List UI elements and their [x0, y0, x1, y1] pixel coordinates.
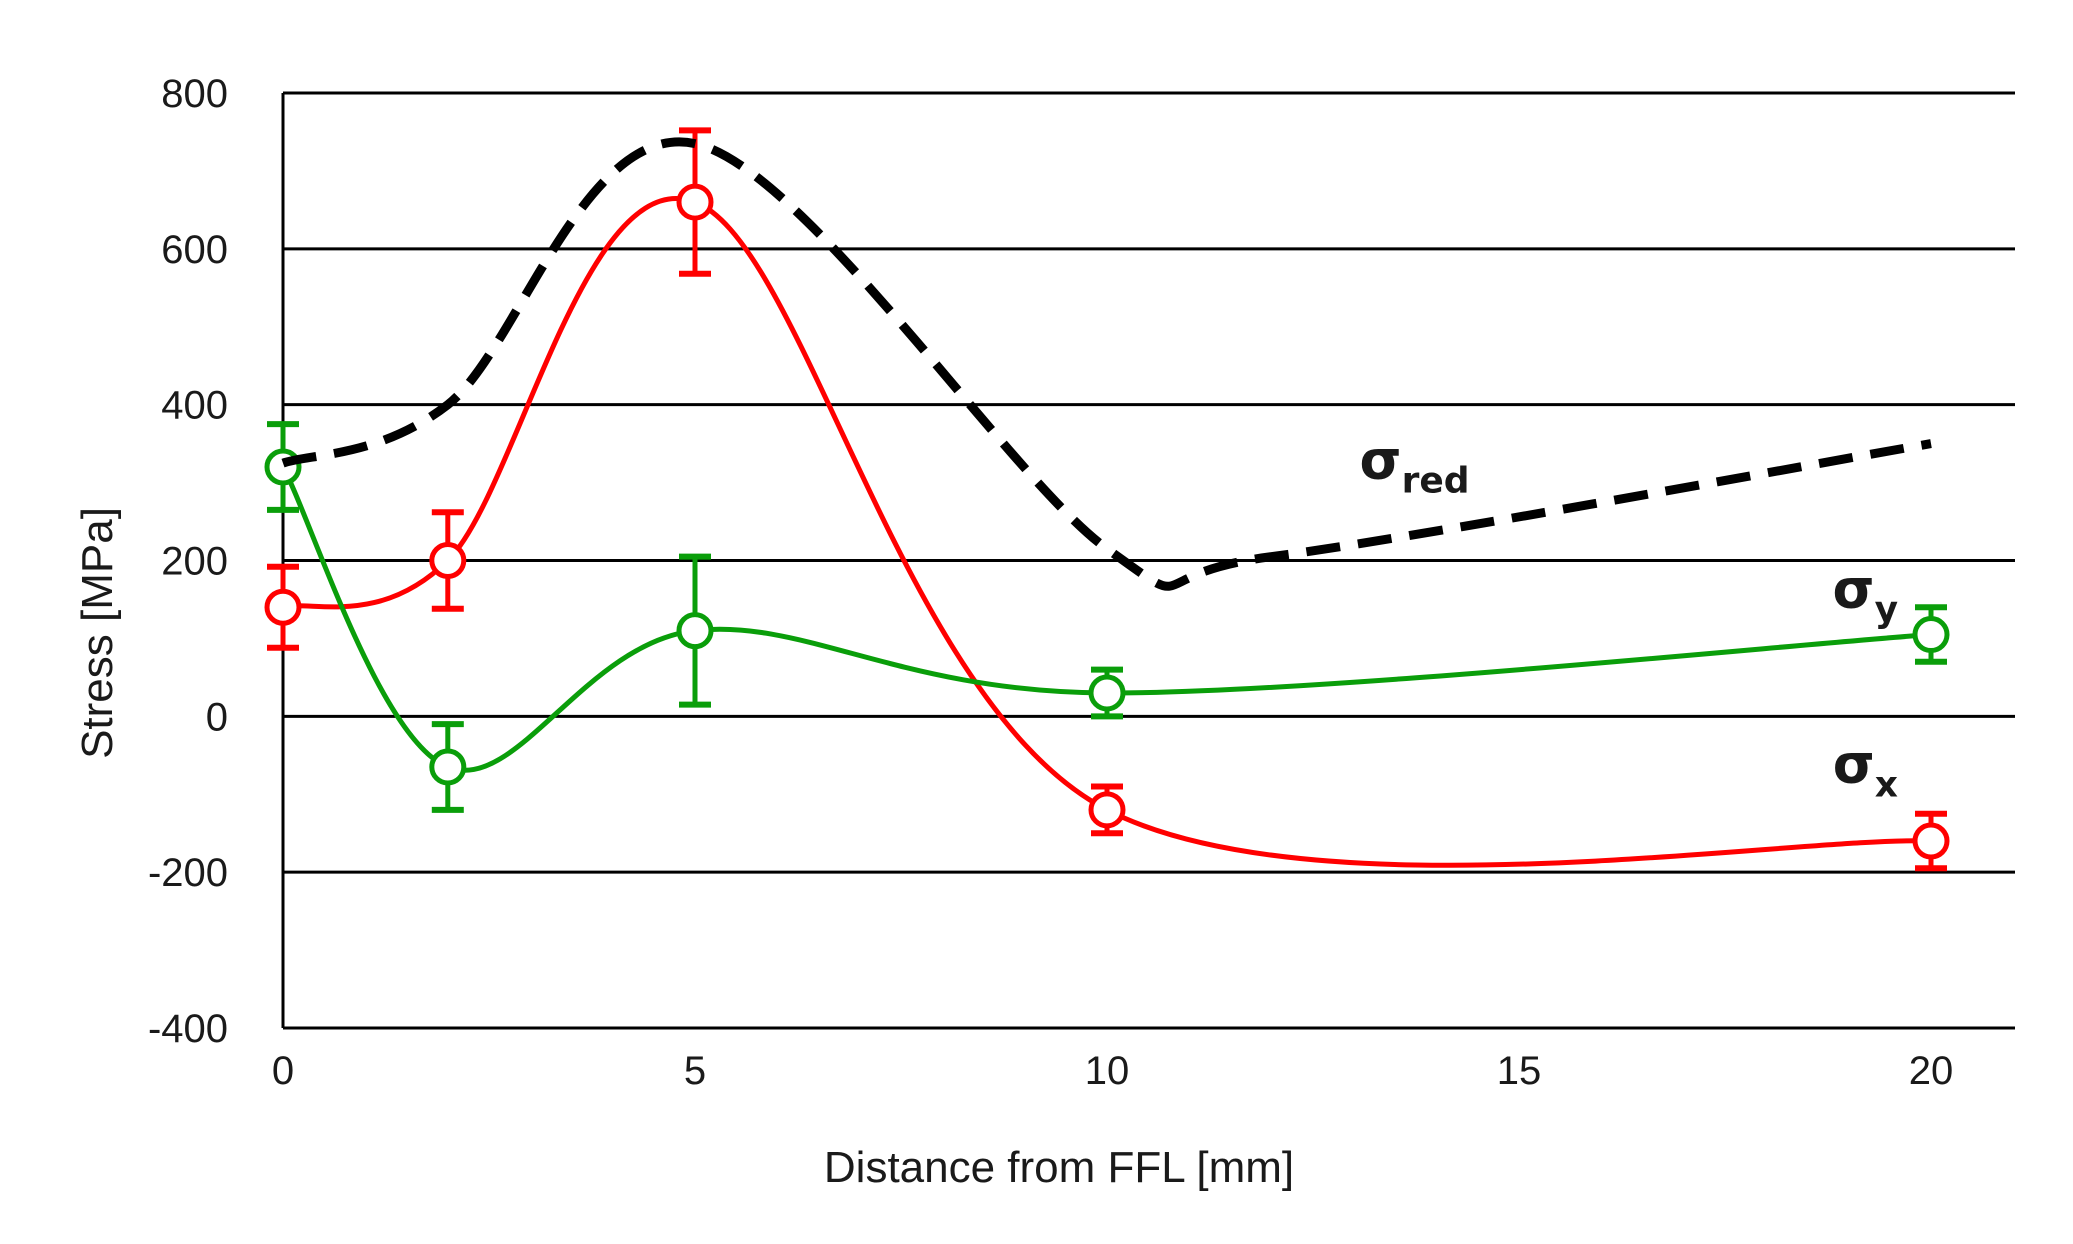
y-tick-label: 0 — [206, 695, 228, 739]
y-tick-label: 600 — [161, 228, 228, 272]
data-point — [429, 542, 467, 579]
data-point — [1912, 822, 1950, 860]
y-tick-label: 200 — [161, 540, 228, 584]
x-tick-label: 5 — [684, 1049, 706, 1093]
data-point — [429, 748, 467, 786]
y-tick-label: 800 — [161, 72, 228, 116]
y-tick-label: 400 — [161, 384, 228, 428]
data-point — [1088, 674, 1126, 712]
y-tick-label: -400 — [148, 1007, 228, 1051]
series-σx — [264, 127, 1950, 872]
series-line-σx — [282, 196, 1932, 868]
y-axis-ticks: -400 -200 0 200 400 600 800 — [148, 72, 228, 1051]
data-point — [676, 183, 714, 221]
series-group — [264, 127, 1950, 872]
x-axis-ticks: 0 5 10 15 20 — [272, 1049, 1953, 1093]
data-point — [264, 588, 302, 626]
y-axis-title: Stress [MPa] — [73, 507, 122, 759]
x-tick-label: 0 — [272, 1049, 294, 1093]
series-label-symbol: σ — [1833, 557, 1875, 620]
series-label-symbol: σ — [1833, 733, 1875, 796]
series-label-subscript: y — [1875, 589, 1898, 630]
series-label-subscript: x — [1875, 765, 1898, 806]
series-label-σx: σx — [1833, 733, 1898, 806]
data-point — [676, 612, 714, 650]
series-line-σy — [280, 465, 1932, 773]
series-label-σred: σred — [1360, 429, 1470, 502]
series-label-σy: σy — [1833, 557, 1899, 630]
x-axis-title: Distance from FFL [mm] — [824, 1143, 1294, 1192]
x-tick-label: 20 — [1909, 1049, 1954, 1093]
series-label-symbol: σ — [1360, 429, 1402, 492]
x-tick-label: 15 — [1497, 1049, 1542, 1093]
series-σred — [281, 137, 1932, 591]
data-point — [1912, 616, 1950, 654]
series-label-subscript: red — [1402, 461, 1470, 502]
x-tick-label: 10 — [1085, 1049, 1130, 1093]
grid-lines — [283, 91, 2015, 1030]
data-point — [1088, 791, 1126, 829]
series-σy — [264, 421, 1950, 813]
y-tick-label: -200 — [148, 851, 228, 895]
series-line-σred — [281, 137, 1932, 591]
